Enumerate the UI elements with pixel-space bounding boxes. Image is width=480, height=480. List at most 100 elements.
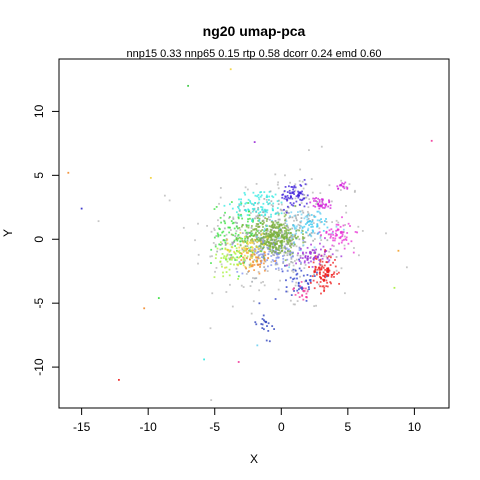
data-point [300, 220, 303, 223]
data-point [275, 236, 278, 239]
data-point [309, 280, 312, 283]
data-point [354, 189, 356, 192]
data-point [238, 246, 241, 249]
data-point [332, 237, 335, 239]
data-point [225, 233, 228, 236]
data-point [322, 245, 325, 248]
data-point [270, 232, 273, 235]
data-point [283, 226, 286, 229]
data-point [325, 232, 328, 234]
data-point [275, 221, 278, 224]
data-point [243, 235, 246, 238]
data-point [251, 264, 254, 266]
data-point [293, 227, 296, 230]
data-point [316, 210, 319, 213]
data-point [268, 245, 270, 247]
data-point [282, 260, 285, 263]
data-point [236, 243, 239, 246]
data-point [214, 257, 217, 260]
data-point [326, 281, 329, 284]
data-point [315, 197, 318, 199]
data-point [256, 195, 259, 198]
data-point [211, 255, 213, 258]
data-point [283, 230, 286, 232]
data-point [182, 226, 185, 229]
data-point [326, 256, 329, 259]
data-point [284, 264, 286, 267]
data-point [345, 211, 348, 214]
data-point [287, 232, 290, 234]
data-point [247, 218, 250, 220]
data-point [309, 250, 311, 253]
data-point [335, 234, 338, 236]
data-point [291, 227, 294, 230]
data-point [298, 258, 300, 261]
data-point [280, 224, 283, 227]
data-point [299, 168, 302, 171]
data-point [219, 234, 222, 237]
data-point [238, 198, 240, 201]
data-point [266, 325, 268, 327]
data-point [281, 194, 284, 196]
data-point [280, 209, 283, 212]
data-point [262, 232, 265, 235]
data-point [291, 216, 294, 219]
data-point [319, 235, 322, 238]
data-point [251, 207, 254, 210]
data-point [238, 261, 241, 263]
data-point [236, 239, 239, 242]
data-point [281, 234, 283, 236]
data-point [361, 230, 364, 232]
data-point [338, 236, 341, 239]
data-point [323, 207, 326, 209]
data-point [317, 210, 320, 213]
data-point [251, 280, 254, 283]
data-point [67, 171, 70, 174]
data-point [241, 223, 244, 226]
data-point [306, 246, 309, 249]
data-point [297, 288, 300, 291]
data-point [296, 277, 298, 280]
data-point [357, 225, 360, 228]
data-point [430, 139, 433, 142]
data-point [308, 149, 310, 152]
data-point [270, 229, 273, 232]
data-point [286, 264, 288, 267]
data-point [244, 237, 247, 240]
data-point [240, 203, 242, 206]
data-point [259, 244, 262, 247]
data-point [254, 202, 257, 204]
data-point [320, 292, 322, 295]
data-point [302, 187, 305, 190]
data-point [240, 198, 242, 201]
data-point [293, 219, 295, 222]
data-point [327, 275, 330, 277]
data-point [313, 232, 316, 235]
data-point [341, 239, 344, 242]
data-point [215, 235, 218, 237]
data-point [248, 264, 251, 267]
data-point [247, 247, 250, 249]
data-point [310, 235, 313, 238]
data-point [231, 305, 234, 308]
x-tick-label: -10 [140, 420, 158, 434]
data-point [320, 145, 323, 148]
data-point [280, 203, 283, 206]
data-point [295, 195, 298, 198]
data-point [284, 247, 287, 250]
data-point [281, 236, 284, 239]
data-point [273, 241, 275, 244]
data-point [229, 256, 232, 259]
data-point [293, 235, 296, 238]
data-point [276, 252, 279, 254]
data-point [264, 213, 267, 216]
data-point [270, 204, 273, 206]
data-point [279, 232, 282, 234]
data-point [284, 196, 287, 198]
data-point [276, 255, 279, 258]
data-point [262, 215, 265, 218]
data-point [320, 277, 322, 280]
data-point [313, 200, 315, 202]
data-point [270, 236, 272, 239]
data-point [224, 211, 226, 214]
